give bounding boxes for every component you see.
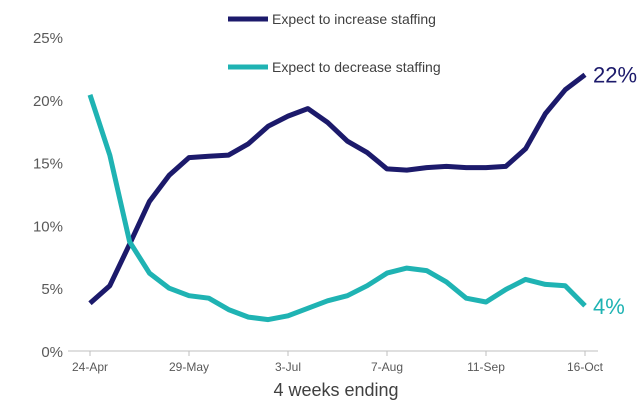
- legend: Expect to increase staffing Expect to dec…: [228, 11, 441, 75]
- y-tick-label: 5%: [41, 281, 63, 298]
- y-tick-label: 0%: [41, 344, 63, 361]
- y-tick-label: 10%: [33, 218, 63, 235]
- x-tick-labels: 24-Apr 29-May 3-Jul 7-Aug 11-Sep 16-Oct: [72, 351, 604, 374]
- y-tick-label: 20%: [33, 93, 63, 110]
- series-end-label: 4%: [593, 294, 625, 319]
- x-tick-label: 16-Oct: [567, 360, 604, 374]
- legend-label: Expect to decrease staffing: [272, 59, 441, 75]
- x-tick-label: 7-Aug: [371, 360, 403, 374]
- legend-label: Expect to increase staffing: [272, 11, 436, 27]
- series-layer: 22% 4%: [87, 63, 637, 323]
- x-axis-title: 4 weeks ending: [273, 380, 398, 400]
- x-tick-label: 3-Jul: [275, 360, 301, 374]
- series-end-label: 22%: [593, 63, 637, 88]
- series-line-increase: [88, 72, 587, 306]
- series-line-decrease: [87, 94, 587, 323]
- y-tick-labels: 0% 5% 10% 15% 20% 25%: [33, 30, 63, 361]
- x-tick-label: 11-Sep: [467, 360, 505, 374]
- y-tick-label: 15%: [33, 156, 63, 173]
- y-tick-label: 25%: [33, 30, 63, 47]
- x-tick-label: 29-May: [169, 360, 209, 374]
- x-tick-label: 24-Apr: [72, 360, 108, 374]
